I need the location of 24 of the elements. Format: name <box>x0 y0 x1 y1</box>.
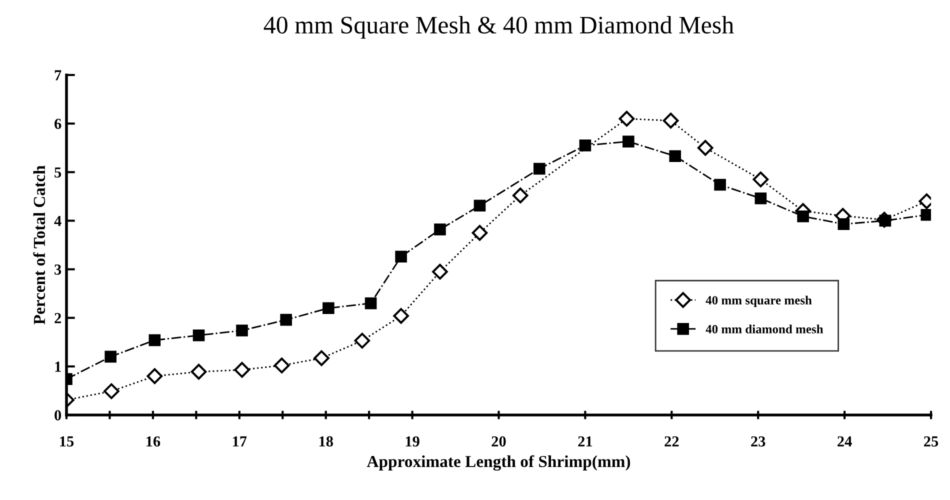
x-tick-label: 20 <box>492 436 506 447</box>
y-tick-label: 5 <box>54 167 62 178</box>
x-tick-label: 22 <box>664 436 679 446</box>
y-tick-label: 6 <box>54 118 62 130</box>
y-tick-label: 3 <box>54 264 62 275</box>
x-tick-label: 19 <box>406 436 420 447</box>
y-tick-label: 7 <box>54 70 62 80</box>
x-tick-label: 17 <box>232 436 247 446</box>
y-tick-label: 0 <box>54 410 62 420</box>
chart-title: 40 mm Square Mesh & 40 mm Diamond Mesh <box>264 16 734 39</box>
y-axis-title: Percent of Total Catch <box>33 166 46 324</box>
x-tick-label: 16 <box>146 436 160 447</box>
x-axis-title: Approximate Length of Shrimp(mm) <box>366 455 630 471</box>
legend-label: 40 mm diamond mesh <box>706 324 824 334</box>
x-tick-label: 24 <box>838 436 852 446</box>
x-tick-label: 23 <box>751 436 766 447</box>
x-tick-label: 15 <box>60 436 74 447</box>
x-tick-label: 25 <box>924 436 938 447</box>
x-tick-label: 18 <box>319 436 333 447</box>
y-tick-label: 2 <box>54 313 61 324</box>
x-tick-label: 21 <box>578 436 592 446</box>
y-tick-label: 4 <box>54 216 62 226</box>
legend-label: 40 mm square mesh <box>706 296 812 308</box>
y-tick-label: 1 <box>55 362 61 372</box>
